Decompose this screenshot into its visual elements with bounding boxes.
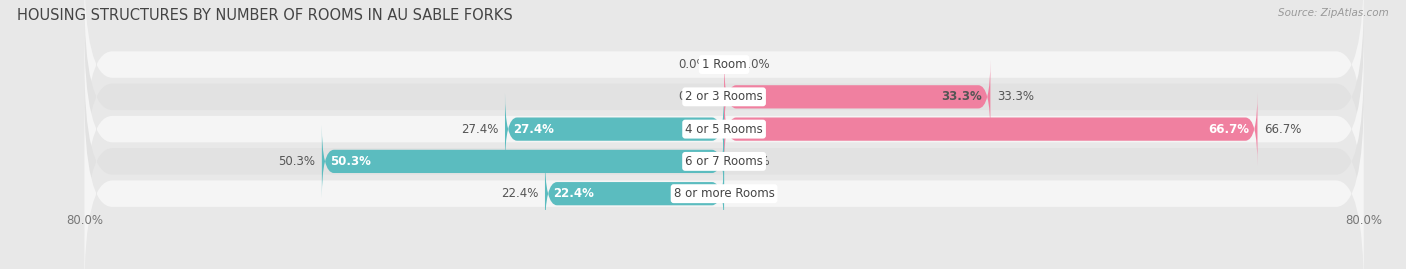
FancyBboxPatch shape: [84, 29, 1364, 229]
Text: 2 or 3 Rooms: 2 or 3 Rooms: [685, 90, 763, 103]
FancyBboxPatch shape: [84, 0, 1364, 164]
Legend: Owner-occupied, Renter-occupied: Owner-occupied, Renter-occupied: [596, 266, 852, 269]
FancyBboxPatch shape: [546, 157, 724, 231]
Text: HOUSING STRUCTURES BY NUMBER OF ROOMS IN AU SABLE FORKS: HOUSING STRUCTURES BY NUMBER OF ROOMS IN…: [17, 8, 513, 23]
FancyBboxPatch shape: [322, 125, 724, 198]
Text: 66.7%: 66.7%: [1209, 123, 1250, 136]
FancyBboxPatch shape: [724, 60, 990, 134]
Text: 0.0%: 0.0%: [740, 58, 769, 71]
Text: 1 Room: 1 Room: [702, 58, 747, 71]
FancyBboxPatch shape: [84, 94, 1364, 269]
Text: 0.0%: 0.0%: [740, 187, 769, 200]
Text: Source: ZipAtlas.com: Source: ZipAtlas.com: [1278, 8, 1389, 18]
FancyBboxPatch shape: [505, 92, 724, 166]
FancyBboxPatch shape: [724, 92, 1257, 166]
Text: 50.3%: 50.3%: [278, 155, 315, 168]
FancyBboxPatch shape: [84, 0, 1364, 197]
Text: 33.3%: 33.3%: [942, 90, 983, 103]
Text: 6 or 7 Rooms: 6 or 7 Rooms: [685, 155, 763, 168]
Text: 33.3%: 33.3%: [997, 90, 1033, 103]
Text: 27.4%: 27.4%: [513, 123, 554, 136]
Text: 0.0%: 0.0%: [679, 58, 709, 71]
Text: 50.3%: 50.3%: [330, 155, 371, 168]
Text: 8 or more Rooms: 8 or more Rooms: [673, 187, 775, 200]
Text: 66.7%: 66.7%: [1264, 123, 1301, 136]
FancyBboxPatch shape: [84, 62, 1364, 261]
Text: 22.4%: 22.4%: [501, 187, 538, 200]
Text: 0.0%: 0.0%: [740, 155, 769, 168]
Text: 0.0%: 0.0%: [679, 90, 709, 103]
Text: 4 or 5 Rooms: 4 or 5 Rooms: [685, 123, 763, 136]
Text: 27.4%: 27.4%: [461, 123, 499, 136]
Text: 22.4%: 22.4%: [553, 187, 593, 200]
